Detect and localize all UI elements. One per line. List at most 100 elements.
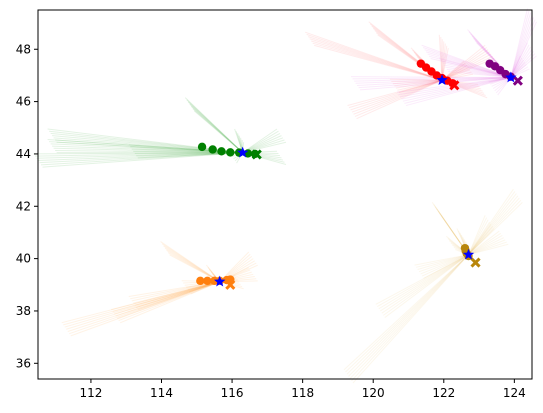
fan-4 [351, 8, 537, 107]
y-tick-label: 44 [16, 147, 31, 161]
fan-line [510, 12, 531, 78]
fan-line [424, 49, 511, 78]
end-marker [225, 279, 236, 290]
fan-line [441, 47, 487, 81]
fan-line [510, 53, 536, 78]
fan-line [468, 199, 522, 256]
fan-line [186, 99, 244, 153]
fan-line [468, 235, 503, 256]
fan-line [63, 281, 220, 326]
y-tick-label: 42 [16, 199, 31, 213]
fan-line [441, 44, 486, 81]
track-point [217, 147, 226, 156]
fan-line [468, 237, 504, 256]
fan-line [445, 66, 511, 79]
fan-line [184, 97, 244, 153]
fan-line [425, 51, 511, 78]
x-tick-label: 120 [362, 386, 385, 400]
fan-line [350, 79, 443, 111]
end-marker [251, 149, 262, 160]
fan-line [468, 223, 492, 255]
fan-line [377, 254, 469, 307]
fan-line [192, 108, 243, 154]
fan-line [414, 254, 469, 266]
fan-2 [343, 188, 523, 384]
x-tick-label: 114 [150, 386, 173, 400]
fan-line [420, 254, 469, 275]
fan-line [314, 44, 443, 81]
fan-line [510, 44, 530, 78]
fan-line [349, 254, 469, 379]
fan-line [66, 281, 220, 330]
fan-line [34, 152, 243, 157]
fan-line [163, 245, 220, 283]
fan-line [353, 79, 443, 115]
fan-line [441, 51, 490, 81]
fan-line [439, 57, 511, 79]
fan-line [167, 252, 220, 283]
fan-line [137, 281, 220, 311]
fan-line [115, 281, 220, 317]
fan-line [357, 77, 511, 86]
fan-line [430, 57, 511, 79]
fan-line [441, 55, 493, 81]
fan-line [391, 79, 443, 82]
fan-line [164, 247, 220, 283]
fan-line [468, 202, 523, 256]
fan-line [510, 10, 530, 78]
y-axis: 36 38 40 42 44 46 48 [16, 42, 38, 370]
fan-line [187, 101, 243, 153]
fan-line [306, 33, 443, 81]
ensemble-fans [33, 8, 537, 384]
current-position-star [462, 248, 475, 260]
fan-line [392, 79, 443, 85]
fan-line [398, 79, 443, 93]
fan-line [441, 49, 489, 81]
fan-line [169, 254, 220, 283]
fan-line [448, 71, 511, 79]
fan-line [118, 281, 220, 322]
fan-line [351, 254, 469, 382]
fan-line [67, 281, 220, 332]
observed-tracks [196, 59, 516, 286]
fan-line [510, 48, 533, 78]
fan-line [160, 241, 221, 283]
fan-line [128, 281, 220, 297]
end-marker [512, 75, 523, 86]
fan-line [468, 195, 519, 256]
fan-line [468, 219, 489, 255]
fan-line [354, 77, 511, 82]
fan-line [468, 232, 502, 256]
fan-line [441, 41, 445, 81]
fan-line [510, 46, 531, 78]
fan-line [375, 254, 469, 305]
fan-line [468, 228, 495, 256]
fan-line [510, 8, 528, 78]
fan-line [384, 254, 469, 318]
fan-line [510, 19, 536, 78]
fan-line [468, 197, 520, 256]
fan-line [421, 44, 511, 78]
fan-line [189, 103, 243, 153]
fan-line [352, 77, 511, 80]
fan-line [468, 191, 516, 255]
fan-line [468, 217, 488, 255]
fan-line [423, 254, 469, 279]
y-tick-label: 40 [16, 252, 31, 266]
track-point [197, 142, 207, 152]
fan-line [234, 128, 244, 153]
fan-line [70, 281, 220, 337]
fan-line [309, 38, 443, 81]
fan-line [343, 254, 469, 371]
fan-line [136, 281, 220, 308]
fan-line [440, 36, 443, 81]
fan-line [308, 36, 443, 81]
fan-line [468, 230, 500, 256]
fan-line [42, 152, 243, 168]
fan-line [397, 79, 443, 91]
fan-line [131, 281, 220, 302]
fan-line [39, 152, 243, 164]
x-tick-label: 124 [503, 386, 526, 400]
y-tick-label: 36 [16, 356, 31, 370]
